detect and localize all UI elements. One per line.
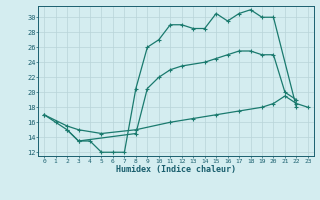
X-axis label: Humidex (Indice chaleur): Humidex (Indice chaleur) — [116, 165, 236, 174]
